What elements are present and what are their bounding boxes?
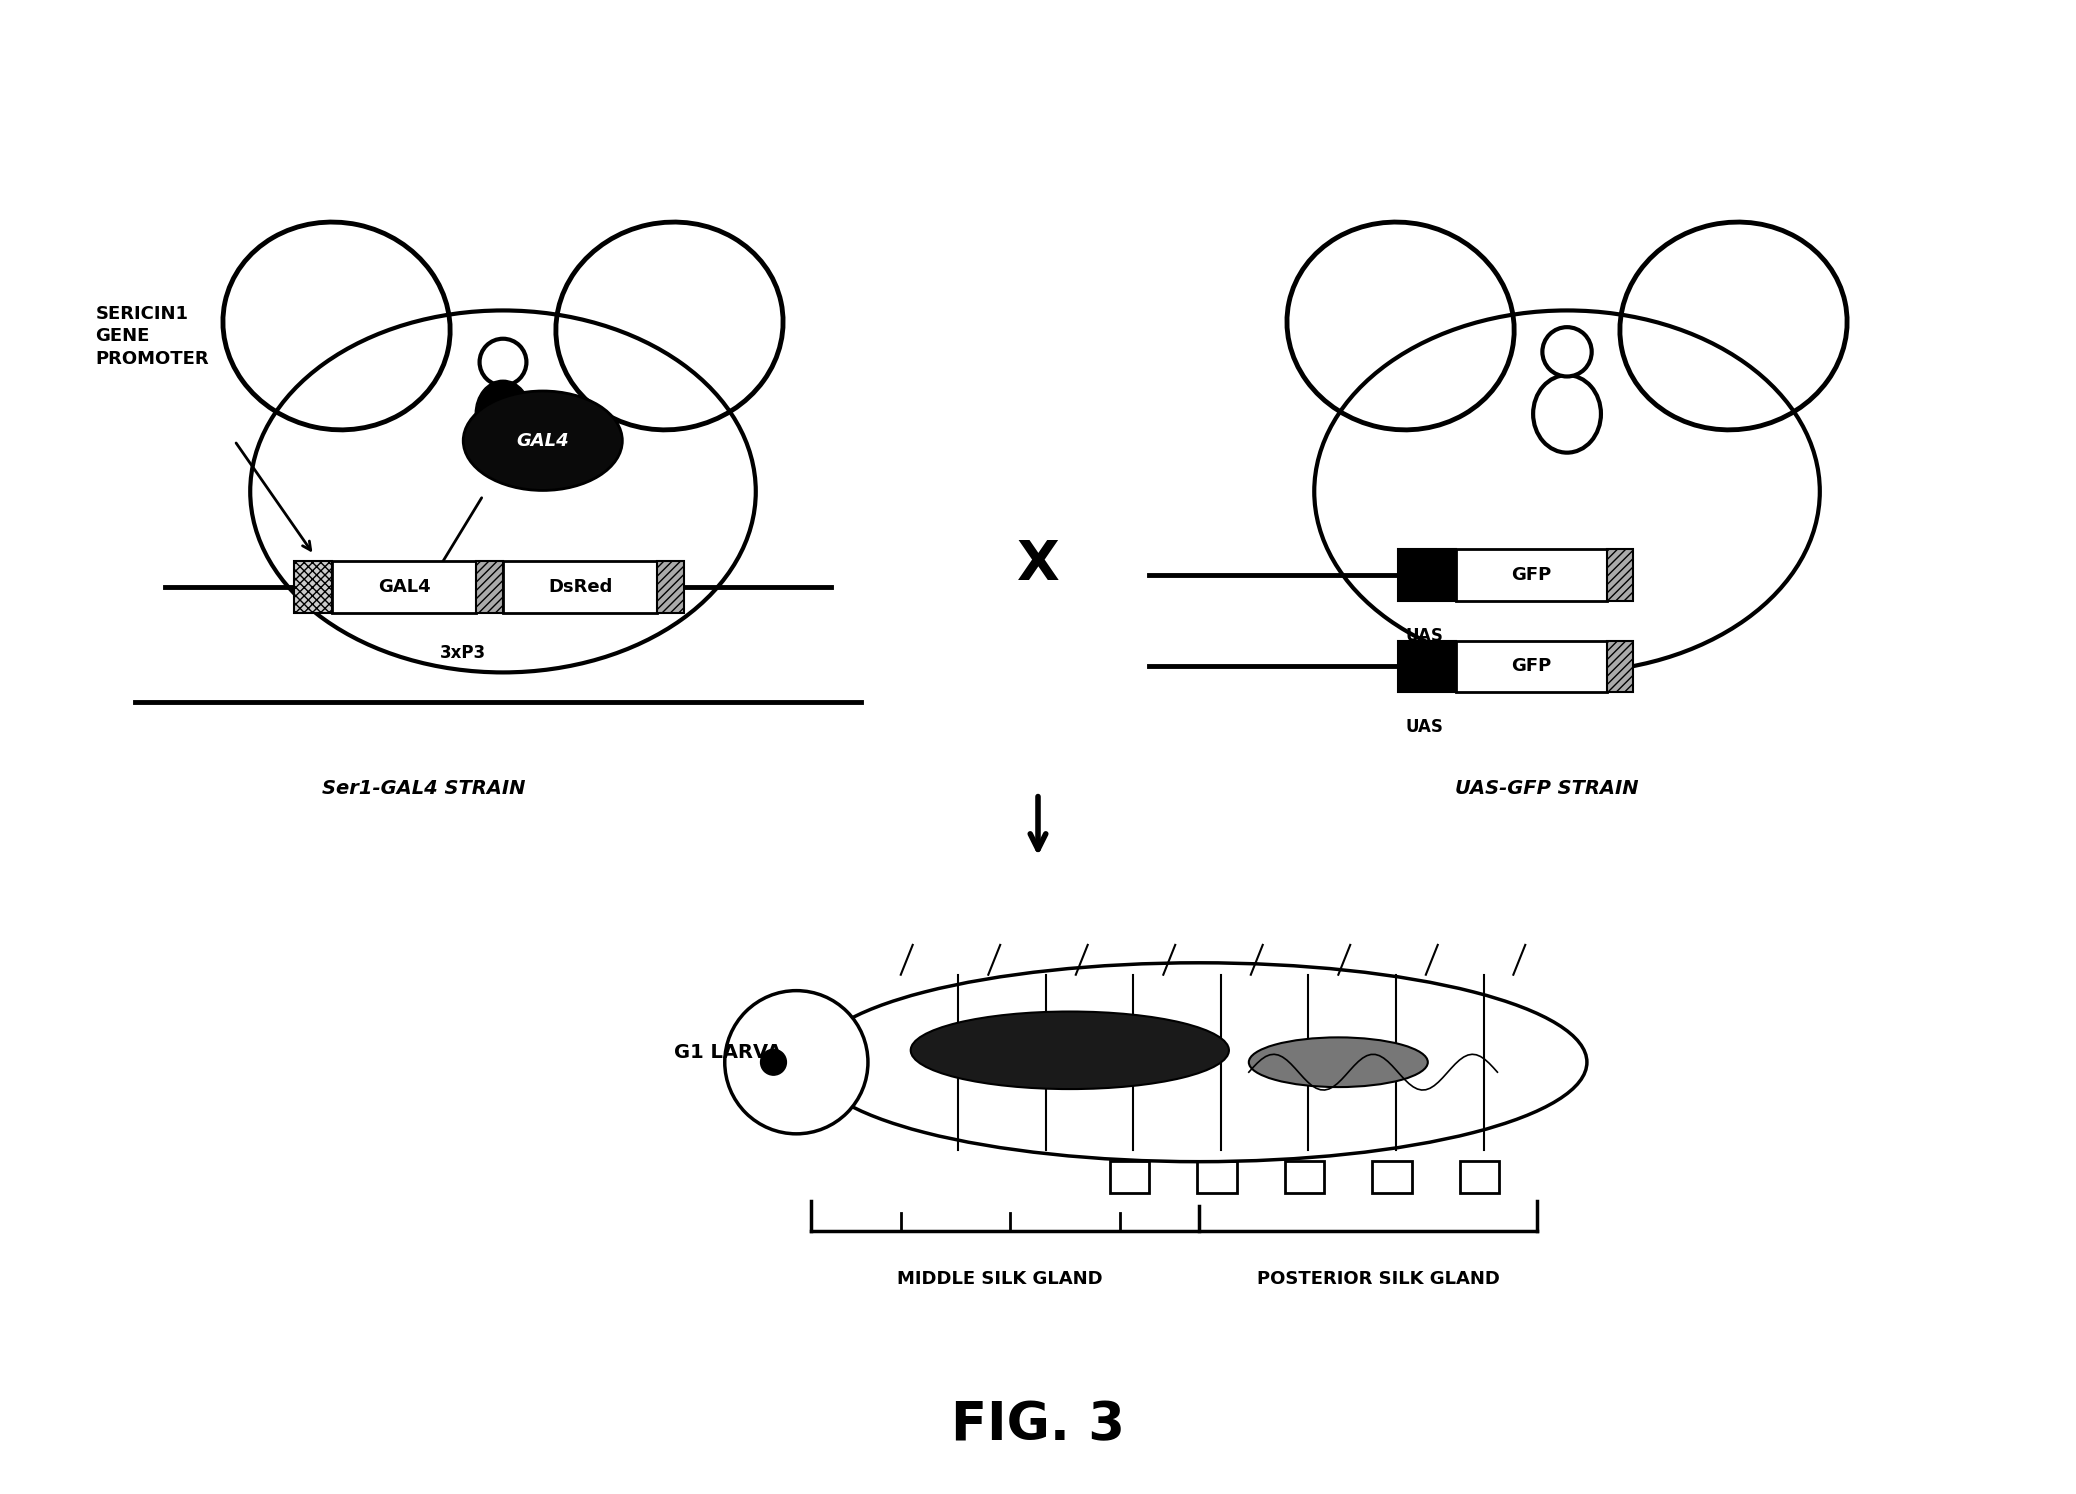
Ellipse shape: [911, 1011, 1229, 1089]
Text: GAL4: GAL4: [378, 578, 430, 596]
Text: MIDDLE SILK GLAND: MIDDLE SILK GLAND: [897, 1270, 1102, 1288]
Text: DsRed: DsRed: [548, 578, 612, 596]
FancyBboxPatch shape: [1455, 641, 1607, 692]
Text: X: X: [1017, 538, 1059, 592]
Text: Ser1-GAL4 STRAIN: Ser1-GAL4 STRAIN: [322, 780, 525, 798]
Text: GAL4: GAL4: [517, 432, 569, 450]
Text: G1 LARVA: G1 LARVA: [673, 1043, 781, 1062]
FancyBboxPatch shape: [1455, 550, 1607, 601]
Text: GFP: GFP: [1511, 657, 1551, 675]
Circle shape: [760, 1049, 787, 1076]
FancyBboxPatch shape: [475, 562, 502, 613]
FancyBboxPatch shape: [1607, 641, 1632, 692]
Text: UAS-GFP STRAIN: UAS-GFP STRAIN: [1455, 780, 1638, 798]
Text: FIG. 3: FIG. 3: [951, 1400, 1125, 1451]
Circle shape: [725, 991, 868, 1134]
FancyBboxPatch shape: [1607, 550, 1632, 601]
Text: GFP: GFP: [1511, 566, 1551, 584]
Text: 3xP3: 3xP3: [440, 644, 486, 662]
Ellipse shape: [1250, 1037, 1428, 1088]
FancyBboxPatch shape: [658, 562, 683, 613]
FancyBboxPatch shape: [1397, 550, 1455, 601]
Ellipse shape: [812, 962, 1586, 1162]
Text: POSTERIOR SILK GLAND: POSTERIOR SILK GLAND: [1256, 1270, 1499, 1288]
Ellipse shape: [463, 391, 623, 490]
FancyBboxPatch shape: [1397, 641, 1455, 692]
Ellipse shape: [1532, 375, 1601, 453]
FancyBboxPatch shape: [332, 562, 475, 613]
Ellipse shape: [475, 381, 531, 448]
Text: UAS: UAS: [1405, 719, 1443, 737]
Circle shape: [1542, 327, 1592, 376]
Text: SERICIN1
GENE
PROMOTER: SERICIN1 GENE PROMOTER: [95, 305, 210, 368]
FancyBboxPatch shape: [502, 562, 658, 613]
Text: UAS: UAS: [1405, 626, 1443, 645]
FancyBboxPatch shape: [295, 562, 332, 613]
